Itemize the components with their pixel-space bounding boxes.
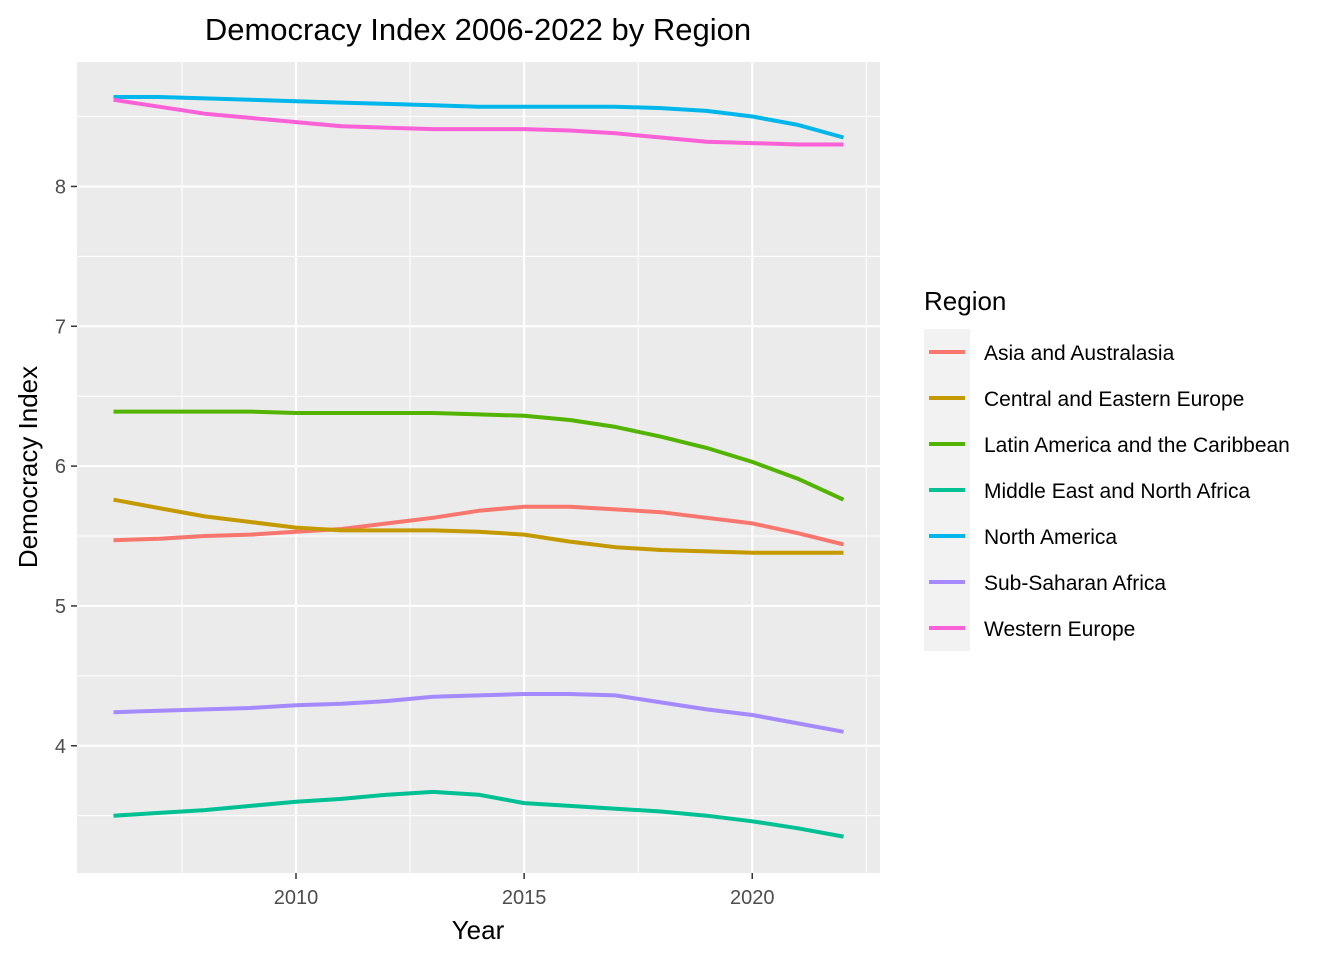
series-line xyxy=(113,692,844,734)
legend-label: Middle East and North Africa xyxy=(984,480,1250,503)
legend-label: Latin America and the Caribbean xyxy=(984,434,1290,457)
series-line xyxy=(113,97,844,147)
legend-title: Region xyxy=(924,286,1006,316)
x-tick-label: 2010 xyxy=(274,887,319,909)
legend-label: Asia and Australasia xyxy=(984,342,1175,365)
series-line xyxy=(113,95,845,140)
series-lines xyxy=(113,95,845,839)
x-tick-label: 2020 xyxy=(730,887,775,909)
y-tick-label: 8 xyxy=(55,176,66,198)
legend-items: Asia and Australasia Central and Eastern … xyxy=(929,342,1290,641)
plot-panel xyxy=(77,62,880,873)
y-tick-label: 5 xyxy=(55,596,66,618)
y-tick-label: 4 xyxy=(55,736,66,758)
y-axis-title: Democracy Index xyxy=(13,366,43,568)
series-line xyxy=(113,497,844,555)
chart-title: Democracy Index 2006-2022 by Region xyxy=(205,12,751,47)
legend-label: Western Europe xyxy=(984,618,1135,641)
series-line xyxy=(113,409,845,502)
x-axis-ticks: 2010 2015 2020 xyxy=(274,873,775,909)
x-axis-title: Year xyxy=(452,915,505,945)
x-tick-label: 2015 xyxy=(502,887,547,909)
legend-label: Sub-Saharan Africa xyxy=(984,572,1166,595)
y-tick-label: 6 xyxy=(55,456,66,478)
legend-label: Central and Eastern Europe xyxy=(984,388,1244,411)
major-gridlines xyxy=(77,62,880,873)
y-axis-ticks: 4 5 6 7 8 xyxy=(55,176,77,758)
legend: Region Asia and Australasia Central and E… xyxy=(924,286,1290,651)
series-line xyxy=(113,789,844,839)
y-tick-label: 7 xyxy=(55,316,66,338)
legend-label: North America xyxy=(984,526,1117,549)
series-line xyxy=(113,504,844,547)
